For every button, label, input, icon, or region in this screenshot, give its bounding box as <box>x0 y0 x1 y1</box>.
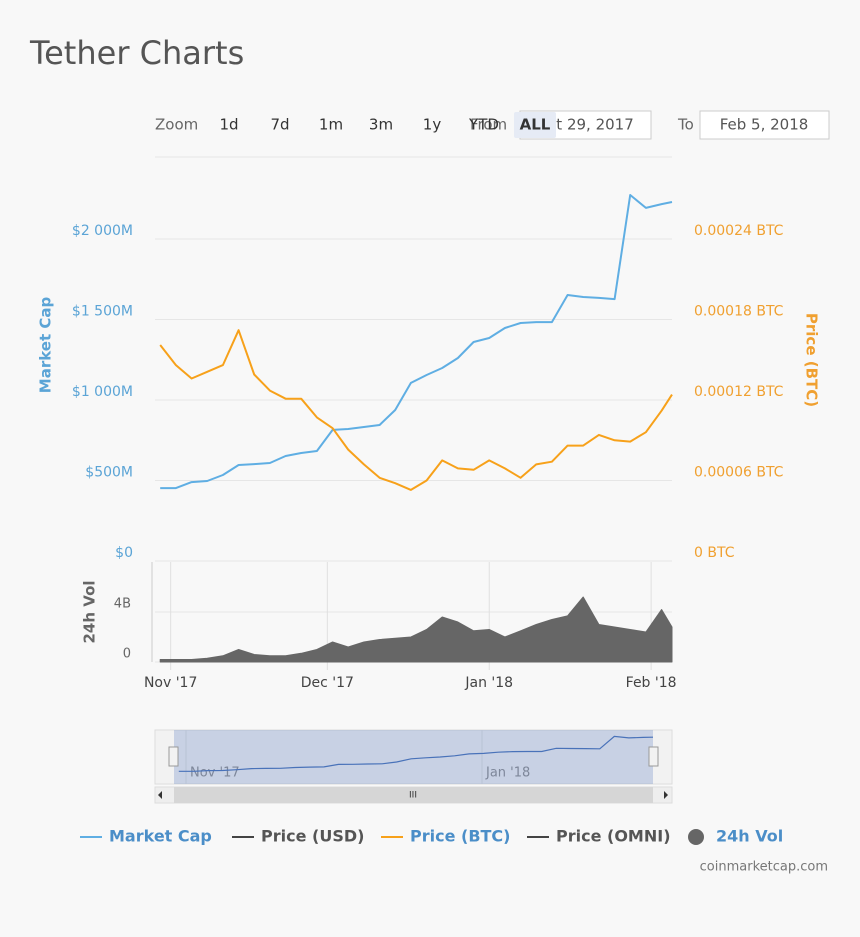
zoom-button[interactable]: 7d <box>270 116 289 134</box>
zoom-button[interactable]: 1y <box>423 116 442 134</box>
x-tick-label: Feb '18 <box>626 675 677 691</box>
y2-tick-label: 0.00006 BTC <box>694 465 784 481</box>
navigator-label: Nov '17 <box>190 766 240 781</box>
y2-tick-label: 0.00012 BTC <box>694 384 784 400</box>
vol-tick-label: 4B <box>114 597 131 612</box>
vol-axis-title: 24h Vol <box>81 580 99 643</box>
legend-label[interactable]: 24h Vol <box>716 827 783 846</box>
volume-area <box>159 596 673 663</box>
navigator-handle[interactable] <box>168 746 179 767</box>
range-selector: Zoom From Oct 29, 2017 To Feb 5, 2018 1d… <box>155 110 830 140</box>
zoom-label: Zoom <box>155 116 198 134</box>
navigator-handle[interactable] <box>648 746 659 767</box>
to-label: To <box>677 116 694 134</box>
zoom-button[interactable]: ALL <box>520 116 551 134</box>
zoom-button[interactable]: YTD <box>468 116 499 134</box>
y-tick-label: $1 500M <box>72 304 133 320</box>
y2-tick-label: 0.00024 BTC <box>694 223 784 239</box>
series-line <box>160 194 673 490</box>
zoom-button[interactable]: 3m <box>369 116 393 134</box>
zoom-button-bg <box>514 112 556 138</box>
legend-label[interactable]: Price (OMNI) <box>556 827 671 846</box>
series-line <box>159 329 673 491</box>
scroll-left[interactable] <box>158 791 162 799</box>
legend-symbol <box>688 829 704 845</box>
y-tick-label: $1 000M <box>72 384 133 400</box>
to-input[interactable] <box>699 110 830 140</box>
y-axis-title: Market Cap <box>37 297 55 394</box>
y2-axis-title: Price (BTC) <box>803 313 821 407</box>
y-tick-label: $0 <box>115 545 133 561</box>
y-tick-label: $500M <box>85 465 133 481</box>
scroll-right[interactable] <box>664 791 668 799</box>
y2-tick-label: 0 BTC <box>694 545 735 561</box>
legend-label[interactable]: Price (BTC) <box>410 827 510 846</box>
credit: coinmarketcap.com <box>700 860 828 875</box>
to-date[interactable]: Feb 5, 2018 <box>720 116 809 134</box>
scrollbar-thumb[interactable] <box>174 787 653 803</box>
scrollbar-grip: III <box>409 791 417 801</box>
navigator-label: Jan '18 <box>485 766 530 781</box>
zoom-button[interactable]: 1d <box>219 116 238 134</box>
x-tick-label: Dec '17 <box>301 675 354 691</box>
legend-label[interactable]: Price (USD) <box>261 827 364 846</box>
navigator-line <box>178 735 654 772</box>
y2-tick-label: 0.00018 BTC <box>694 304 784 320</box>
navigator: Nov '17 Jan '18 III <box>154 729 673 804</box>
navigator-frame <box>154 729 673 785</box>
chart-title: Tether Charts <box>29 34 244 72</box>
from-label: From <box>470 116 507 134</box>
y-tick-label: $2 000M <box>72 223 133 239</box>
zoom-button[interactable]: 1m <box>319 116 343 134</box>
x-tick-label: Jan '18 <box>464 675 513 691</box>
legend-label[interactable]: Market Cap <box>109 827 212 846</box>
vol-tick-label: 0 <box>123 647 131 662</box>
x-tick-label: Nov '17 <box>144 675 197 691</box>
from-date[interactable]: Oct 29, 2017 <box>536 116 634 134</box>
navigator-selection[interactable] <box>174 730 653 784</box>
